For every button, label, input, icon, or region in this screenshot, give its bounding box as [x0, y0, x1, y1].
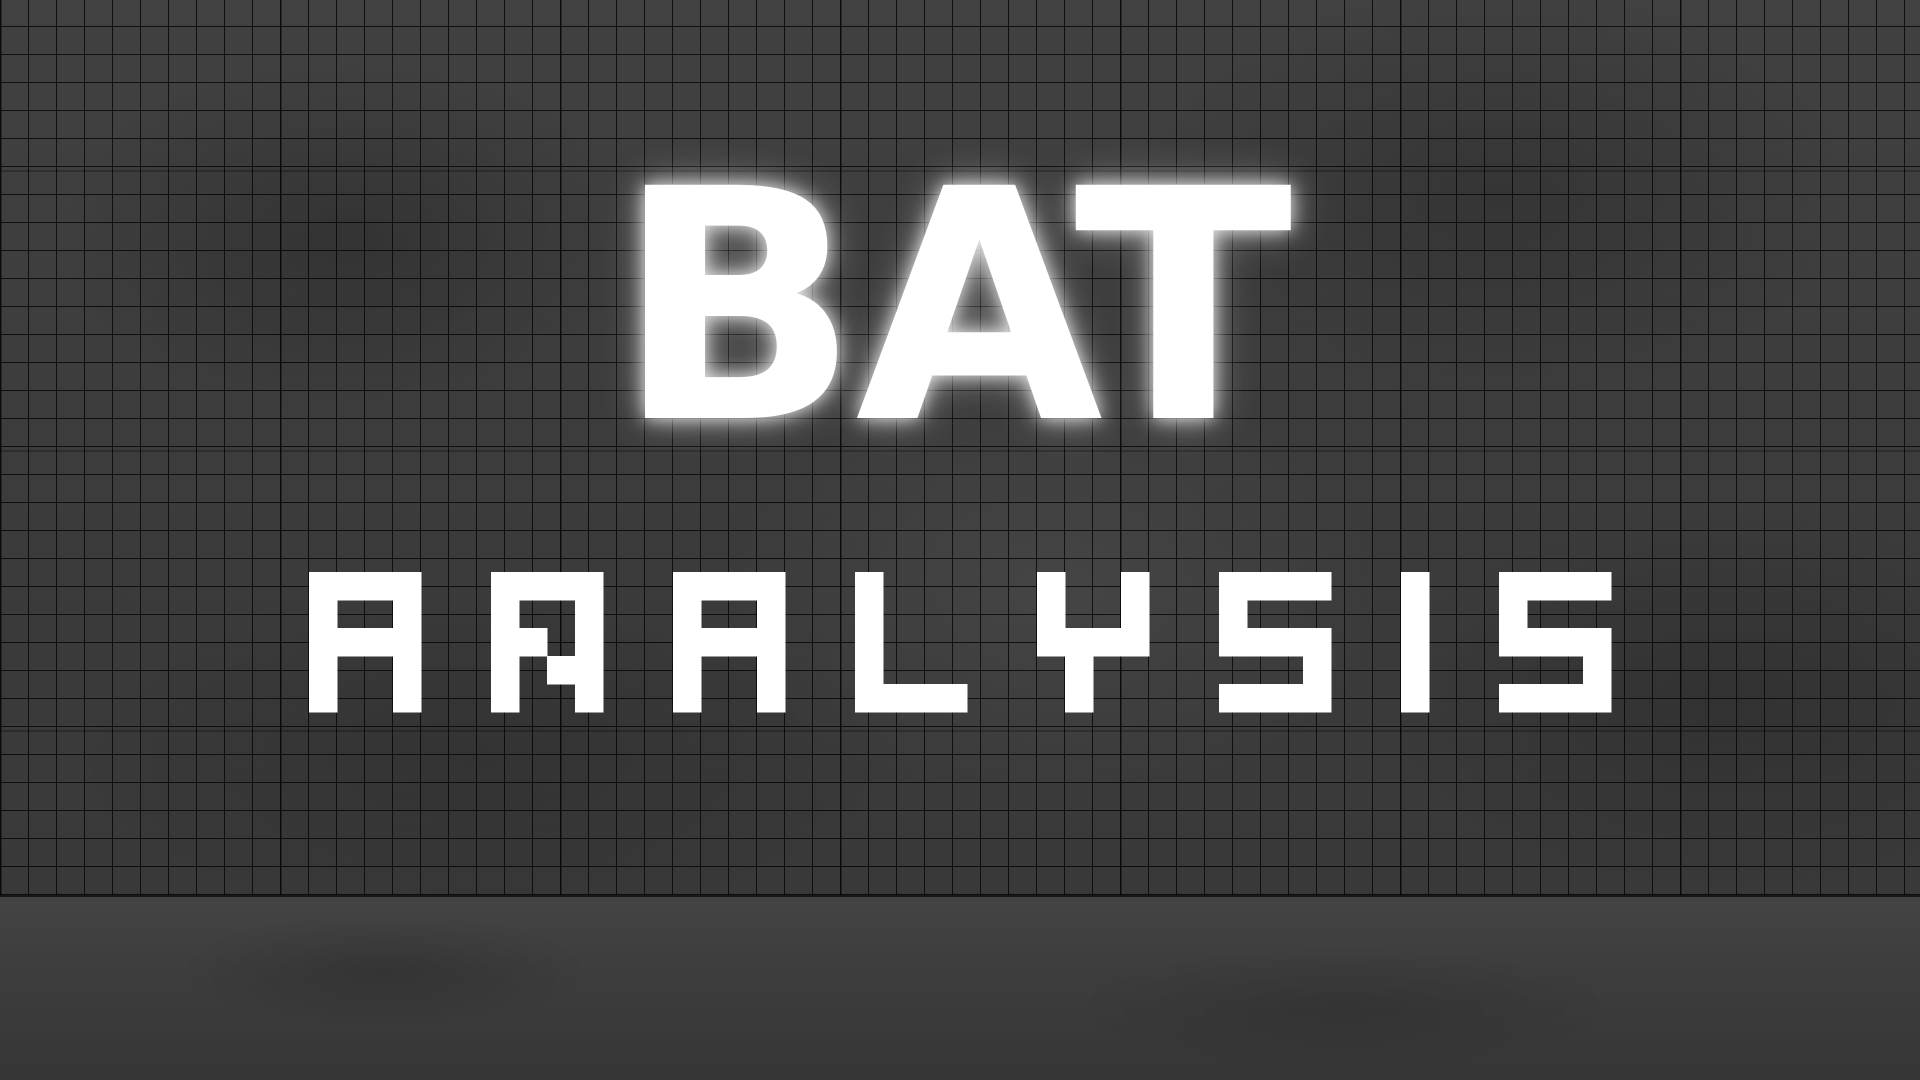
floor-strip: [0, 895, 1920, 1080]
title-sub: [0, 560, 1920, 730]
background-grid-major: [0, 0, 1920, 900]
background-grid: [0, 0, 1920, 900]
title-main: BAT: [615, 122, 1293, 494]
subtitle-letter-l-3: [855, 572, 968, 713]
subtitle-letter-s-7: [1499, 572, 1612, 713]
subtitle-letter-y-4: [1037, 572, 1150, 713]
subtitle-letter-n-1: [491, 572, 604, 713]
subtitle-letter-a-2: [673, 572, 786, 713]
subtitle-letter-i-6: [1401, 572, 1430, 713]
subtitle-letter-a-0: [309, 572, 422, 713]
subtitle-letter-s-5: [1219, 572, 1332, 713]
